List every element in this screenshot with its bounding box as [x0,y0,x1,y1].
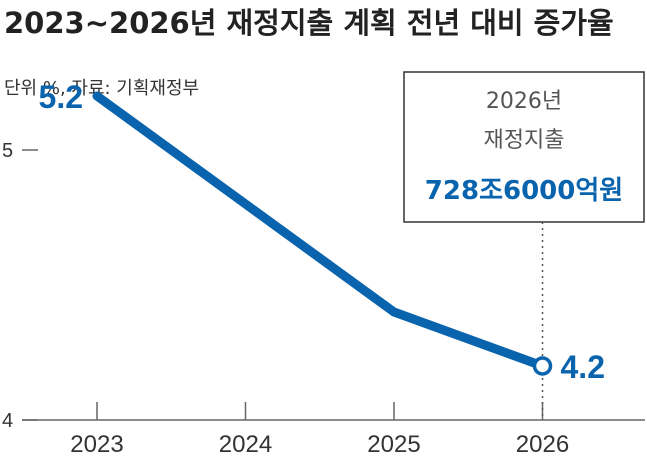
x-tick-label: 2023 [70,431,123,458]
data-point-marker [532,356,553,376]
series-line [92,91,547,371]
annotation-value: 728조6000억원 [425,176,623,206]
annotation-box: 2026년 재정지출 728조6000억원 [403,71,645,223]
annotation-border [403,71,645,223]
y-tick-label: 5 [2,140,13,162]
data-label-group: 5.2 4.2 [39,79,605,385]
series-group [92,91,553,376]
chart-subtitle: 단위 %, 자료: 기획재정부 [4,78,199,99]
x-tick-label: 2025 [367,431,420,458]
y-tick-label: 4 [2,410,13,432]
chart-title: 2023~2026년 재정지출 계획 전년 대비 증가율 [4,6,614,40]
annotation-label: 재정지출 [484,128,565,153]
x-tick-label: 2024 [219,431,272,458]
data-label: 4.2 [561,349,605,385]
axis-group: 2023 2024 2025 2026 4 5 [2,140,645,458]
data-label: 5.2 [39,79,83,115]
annotation-year: 2026년 [486,89,562,114]
x-tick-label: 2026 [516,431,569,458]
